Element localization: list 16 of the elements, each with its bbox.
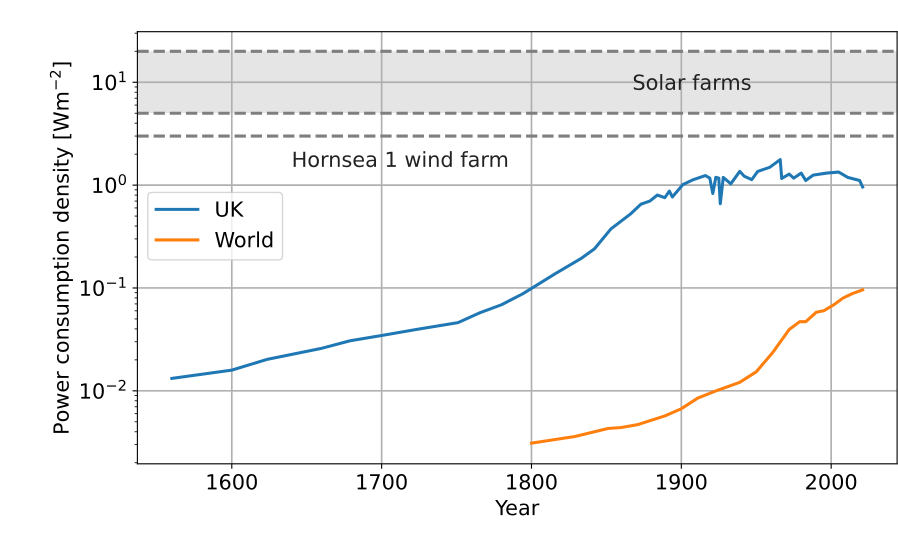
- x-tick-label: 2000: [806, 474, 856, 490]
- line-series: [530, 288, 864, 445]
- y-tick-label: 10$^{1}$: [93, 71, 126, 90]
- y-axis-title: Power consumption density [Wm$^{−2}$]: [50, 62, 73, 433]
- x-tick-label: 1700: [357, 474, 407, 490]
- legend-label: UK: [216, 201, 244, 217]
- ref-line-label: Hornsea 1 wind farm: [294, 151, 508, 168]
- y-tick-label: 10$^{−1}$: [81, 277, 126, 296]
- band-label: Solar farms: [634, 74, 751, 90]
- x-tick-label: 1900: [657, 474, 706, 490]
- x-tick-label: 1800: [507, 474, 557, 490]
- y-tick-label: 10$^{−2}$: [81, 380, 126, 399]
- legend-label: World: [215, 231, 272, 248]
- y-tick-label: 10$^{0}$: [93, 174, 126, 194]
- x-axis-title: Year: [495, 500, 540, 516]
- x-tick-label: 1600: [208, 474, 257, 490]
